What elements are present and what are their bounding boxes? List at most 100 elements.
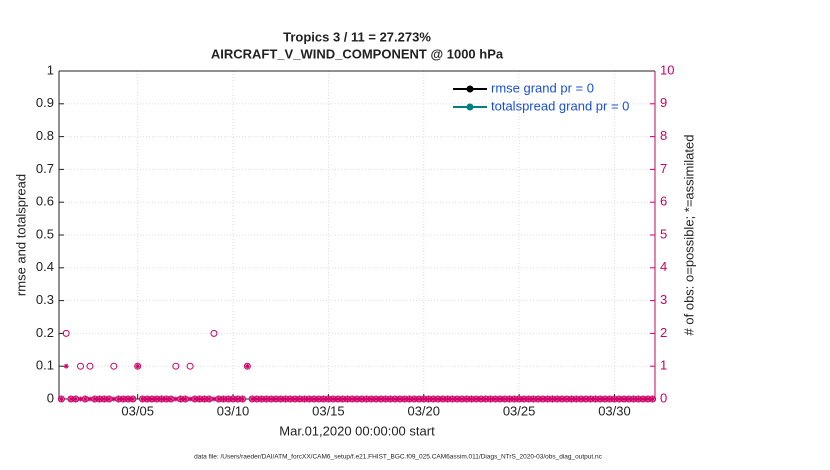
obs-assimilated	[340, 396, 346, 402]
obs-assimilated	[554, 396, 560, 402]
obs-assimilated	[478, 396, 484, 402]
obs-assimilated	[287, 396, 293, 402]
y-tick-label: 0.8	[36, 128, 54, 143]
obs-assimilated	[583, 396, 589, 402]
legend-label: totalspread grand pr = 0	[491, 98, 629, 113]
obs-assimilated	[273, 396, 279, 402]
obs-assimilated	[635, 396, 641, 402]
obs-assimilated	[368, 396, 374, 402]
obs-assimilated	[650, 396, 656, 402]
chart-subtitle: AIRCRAFT_V_WIND_COMPONENT @ 1000 hPa	[211, 46, 504, 61]
obs-assimilated	[459, 396, 465, 402]
obs-assimilated	[359, 396, 365, 402]
obs-assimilated	[182, 396, 188, 402]
obs-assimilated	[292, 396, 298, 402]
obs-assimilated	[492, 396, 498, 402]
obs-possible	[86, 362, 94, 370]
obs-assimilated	[82, 396, 88, 402]
obs-assimilated	[92, 396, 98, 402]
obs-assimilated	[616, 396, 622, 402]
obs-assimilated	[430, 396, 436, 402]
y-tick-label: 0.6	[36, 194, 54, 209]
obs-assimilated	[611, 396, 617, 402]
obs-assimilated	[354, 396, 360, 402]
obs-assimilated	[607, 396, 613, 402]
obs-assimilated	[511, 396, 517, 402]
obs-assimilated	[383, 396, 389, 402]
obs-assimilated	[321, 396, 327, 402]
obs-assimilated	[187, 396, 193, 402]
obs-assimilated	[597, 396, 603, 402]
obs-assimilated	[468, 396, 474, 402]
obs-assimilated	[278, 396, 284, 402]
obs-assimilated	[502, 396, 508, 402]
obs-assimilated	[373, 396, 379, 402]
obs-assimilated	[464, 396, 470, 402]
obs-assimilated	[330, 396, 336, 402]
obs-assimilated	[392, 396, 398, 402]
y2-tick-label: 2	[660, 325, 667, 340]
y2-tick-label: 6	[660, 194, 667, 209]
obs-assimilated	[154, 396, 160, 402]
obs-assimilated	[97, 396, 103, 402]
obs-assimilated	[626, 396, 632, 402]
y-tick-label: 0.9	[36, 95, 54, 110]
obs-assimilated	[426, 396, 432, 402]
obs-assimilated	[440, 396, 446, 402]
obs-assimilated	[621, 396, 627, 402]
obs-possible	[62, 329, 70, 337]
obs-assimilated	[402, 396, 408, 402]
y-axis-label: rmse and totalspread	[13, 174, 28, 296]
obs-assimilated	[220, 396, 226, 402]
obs-assimilated	[406, 396, 412, 402]
obs-possible	[76, 362, 84, 370]
obs-assimilated	[302, 396, 308, 402]
obs-assimilated	[306, 396, 312, 402]
obs-assimilated	[602, 396, 608, 402]
obs-assimilated	[416, 396, 422, 402]
obs-possible	[186, 362, 194, 370]
obs-assimilated	[63, 363, 69, 369]
obs-assimilated	[483, 396, 489, 402]
obs-possible	[243, 362, 251, 370]
obs-assimilated	[645, 396, 651, 402]
obs-assimilated	[488, 396, 494, 402]
obs-assimilated	[235, 396, 241, 402]
obs-assimilated	[516, 396, 522, 402]
obs-assimilated	[144, 396, 150, 402]
obs-possible	[134, 362, 142, 370]
obs-assimilated	[497, 396, 503, 402]
y-tick-label: 0	[47, 390, 54, 405]
obs-assimilated	[449, 396, 455, 402]
x-tick-label: 03/30	[598, 403, 631, 418]
obs-assimilated	[421, 396, 427, 402]
obs-assimilated	[445, 396, 451, 402]
obs-assimilated	[130, 396, 136, 402]
obs-assimilated	[211, 396, 217, 402]
y2-tick-label: 0	[660, 390, 667, 405]
obs-assimilated	[230, 396, 236, 402]
y2-tick-label: 9	[660, 95, 667, 110]
x-tick-label: 03/05	[121, 403, 154, 418]
obs-assimilated	[139, 396, 145, 402]
obs-assimilated	[344, 396, 350, 402]
chart-title: Tropics 3 / 11 = 27.273%	[283, 29, 431, 44]
obs-assimilated	[435, 396, 441, 402]
obs-assimilated	[58, 396, 64, 402]
x-axis-label: Mar.01,2020 00:00:00 start	[279, 423, 435, 438]
obs-possible	[57, 395, 65, 403]
obs-assimilated	[197, 396, 203, 402]
x-tick-label: 03/15	[312, 403, 345, 418]
obs-assimilated	[311, 396, 317, 402]
x-tick-label: 03/20	[407, 403, 440, 418]
obs-assimilated	[263, 396, 269, 402]
y-tick-label: 0.4	[36, 259, 54, 274]
y-tick-label: 0.2	[36, 325, 54, 340]
y2-tick-label: 8	[660, 128, 667, 143]
obs-assimilated	[87, 396, 93, 402]
obs-assimilated	[168, 396, 174, 402]
legend-marker	[466, 85, 474, 93]
obs-assimilated	[259, 396, 265, 402]
